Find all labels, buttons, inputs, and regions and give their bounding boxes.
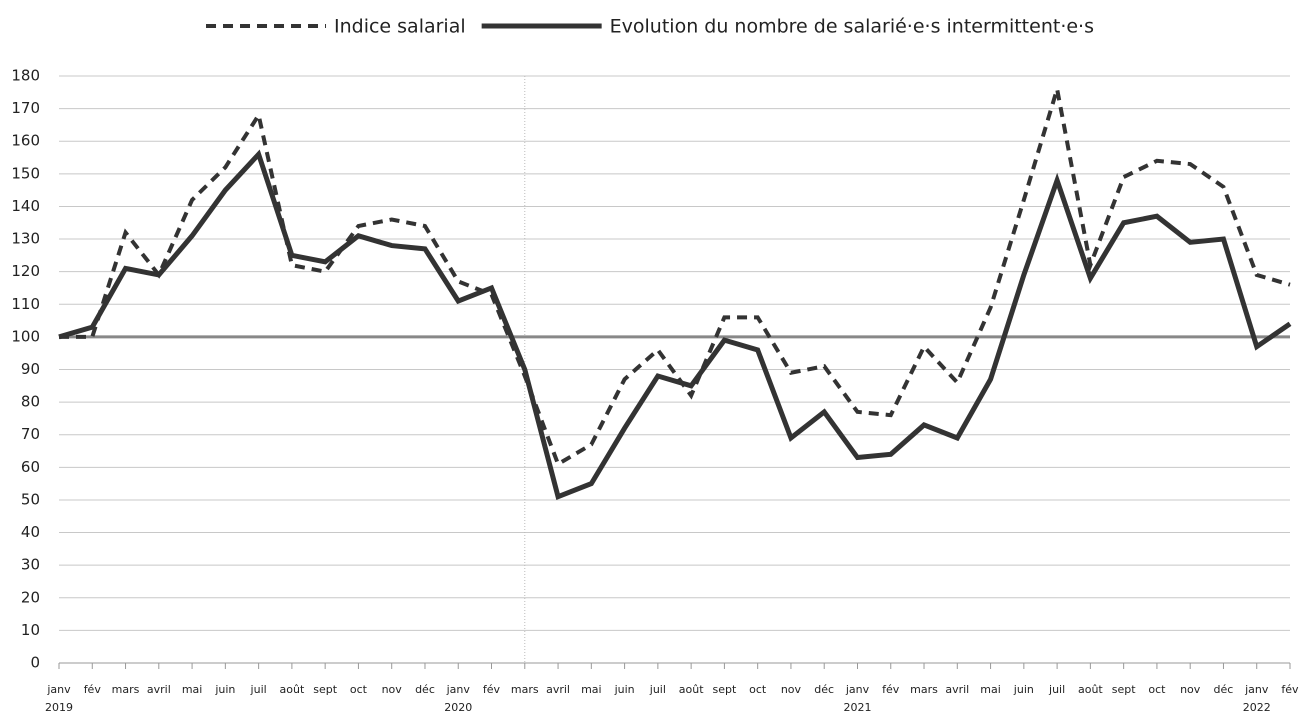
x-tick-label: déc <box>1214 683 1234 696</box>
x-tick-label: avril <box>546 683 570 696</box>
x-tick-label: juil <box>1048 683 1065 696</box>
y-tick-label: 140 <box>11 197 40 215</box>
x-tick-label: juil <box>250 683 267 696</box>
x-tick-label: avril <box>147 683 171 696</box>
x-tick-label: janv <box>845 683 870 696</box>
y-tick-label: 160 <box>11 132 40 150</box>
x-tick-label: août <box>280 683 305 696</box>
x-tick-label: janv <box>46 683 71 696</box>
x-tick-label: janv <box>446 683 471 696</box>
x-tick-label: oct <box>1148 683 1166 696</box>
x-tick-label: déc <box>415 683 435 696</box>
y-tick-label: 170 <box>11 99 40 117</box>
y-tick-label: 60 <box>21 458 40 476</box>
y-tick-label: 70 <box>21 425 40 443</box>
x-tick-label: juin <box>614 683 635 696</box>
x-tick-label: nov <box>382 683 403 696</box>
y-tick-label: 80 <box>21 393 40 411</box>
x-tick-label: mars <box>910 683 938 696</box>
year-label: 2019 <box>45 701 73 714</box>
x-tick-label: janv <box>1244 683 1269 696</box>
y-tick-label: 90 <box>21 360 40 378</box>
x-tick-label: mars <box>112 683 140 696</box>
y-tick-label: 40 <box>21 523 40 541</box>
x-tick-label: juil <box>649 683 666 696</box>
x-tick-label: déc <box>814 683 834 696</box>
series-line <box>59 88 1291 467</box>
y-tick-label: 20 <box>21 588 40 606</box>
series-line <box>58 149 1292 501</box>
x-tick-label: août <box>679 683 704 696</box>
x-tick-label: juin <box>1013 683 1034 696</box>
y-tick-label: 130 <box>11 230 40 248</box>
y-tick-label: 30 <box>21 556 40 574</box>
y-tick-label: 150 <box>11 164 40 182</box>
x-tick-label: fév <box>882 683 900 696</box>
year-label: 2021 <box>843 701 871 714</box>
y-tick-label: 10 <box>21 621 40 639</box>
x-tick-label: oct <box>350 683 368 696</box>
year-label: 2022 <box>1243 701 1271 714</box>
x-tick-label: sept <box>313 683 337 696</box>
y-tick-label: 120 <box>11 262 40 280</box>
x-tick-label: juin <box>214 683 235 696</box>
x-tick-label: mai <box>980 683 1001 696</box>
x-tick-label: sept <box>1112 683 1136 696</box>
x-tick-label: fév <box>483 683 501 696</box>
x-tick-label: mai <box>182 683 203 696</box>
x-tick-label: sept <box>713 683 737 696</box>
legend-label: Indice salarial <box>334 16 466 38</box>
y-tick-label: 100 <box>11 327 40 345</box>
year-label: 2020 <box>444 701 472 714</box>
x-tick-label: mai <box>581 683 602 696</box>
legend-label: Evolution du nombre de salarié·e·s inter… <box>610 16 1094 38</box>
x-tick-label: nov <box>781 683 802 696</box>
y-tick-label: 0 <box>30 654 40 672</box>
x-tick-label: mars <box>511 683 539 696</box>
x-tick-label: fév <box>1281 683 1299 696</box>
x-tick-label: août <box>1078 683 1103 696</box>
x-tick-label: fév <box>84 683 102 696</box>
y-tick-label: 50 <box>21 490 40 508</box>
y-tick-label: 110 <box>11 295 40 313</box>
y-tick-label: 180 <box>11 67 40 85</box>
x-tick-label: nov <box>1180 683 1201 696</box>
x-tick-label: avril <box>945 683 969 696</box>
x-tick-label: oct <box>749 683 767 696</box>
